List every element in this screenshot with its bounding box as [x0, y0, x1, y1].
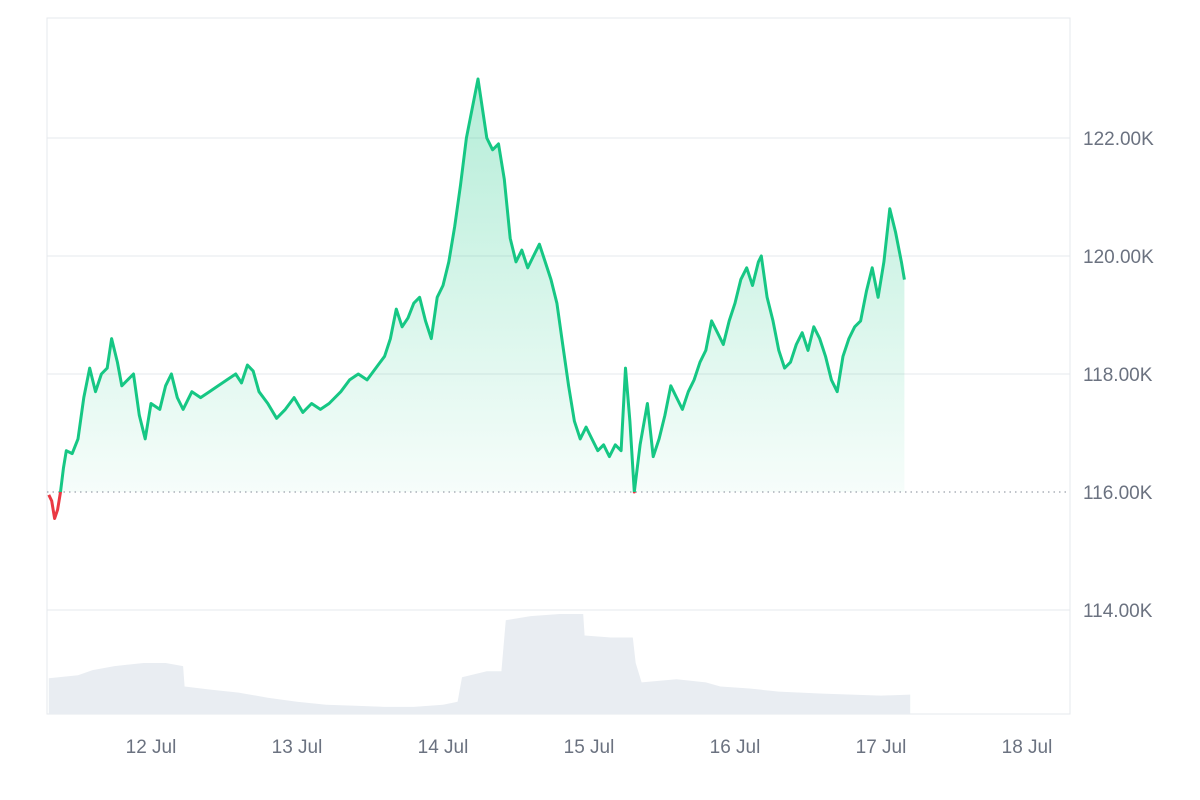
- x-tick-label: 18 Jul: [1002, 737, 1053, 758]
- x-tick-label: 14 Jul: [418, 737, 469, 758]
- x-tick-label: 17 Jul: [856, 737, 907, 758]
- y-tick-label: 116.00K: [1083, 483, 1153, 504]
- y-tick-label: 122.00K: [1083, 129, 1154, 150]
- volume-area: [48, 614, 911, 714]
- price-area: [48, 79, 905, 492]
- x-tick-label: 13 Jul: [272, 737, 323, 758]
- x-axis: 12 Jul 13 Jul 14 Jul 15 Jul 16 Jul 17 Jul 18 J…: [126, 737, 1053, 758]
- x-tick-label: 16 Jul: [710, 737, 761, 758]
- y-axis: 114.00K 116.00K 118.00K 120.00K 122.00K: [1083, 129, 1154, 622]
- x-tick-label: 15 Jul: [564, 737, 615, 758]
- x-tick-label: 12 Jul: [126, 737, 177, 758]
- y-tick-label: 114.00K: [1083, 601, 1153, 622]
- price-line: [47, 77, 906, 520]
- area-fill-up: [48, 79, 905, 492]
- volume-bars: [48, 614, 911, 714]
- y-tick-label: 118.00K: [1083, 365, 1153, 386]
- price-line-up: [58, 77, 906, 492]
- y-tick-label: 120.00K: [1083, 247, 1154, 268]
